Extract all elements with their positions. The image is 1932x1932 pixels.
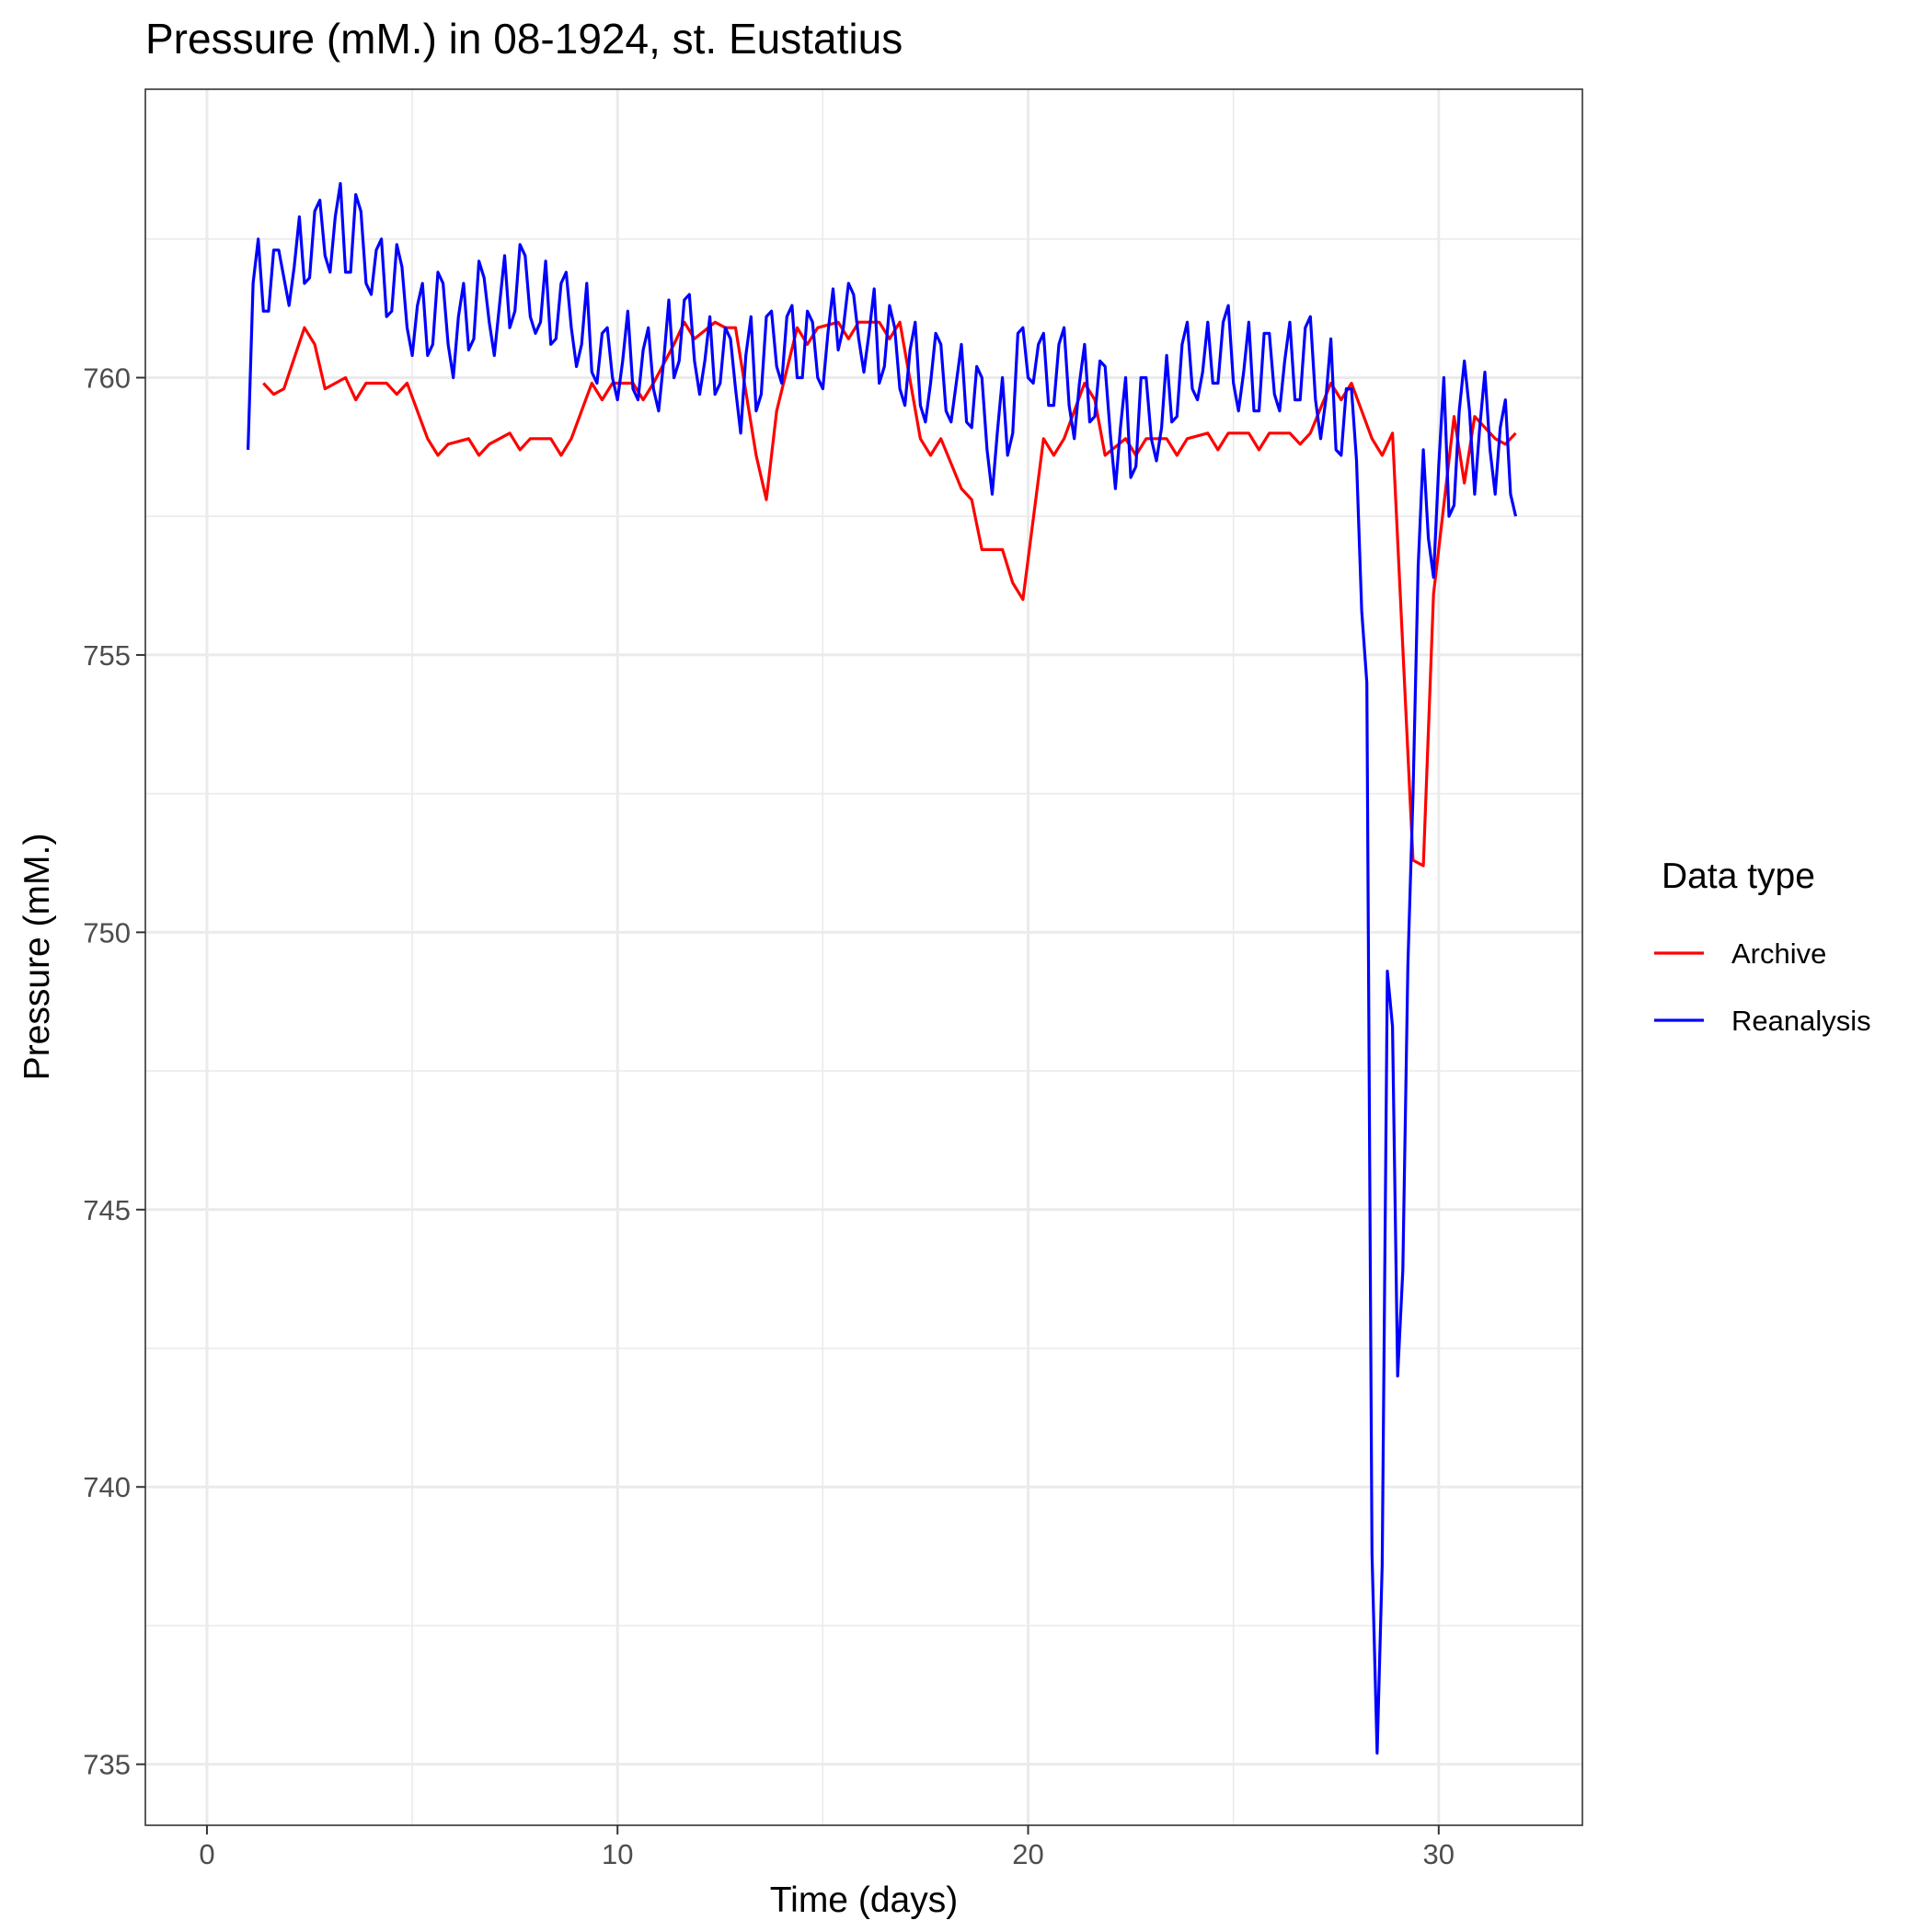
y-axis-title: Pressure (mM.)	[17, 834, 57, 1081]
y-tick-label: 760	[83, 362, 131, 394]
reanalysis-series-line	[247, 181, 1518, 1755]
x-tick-label: 20	[1012, 1838, 1043, 1870]
legend-title: Data type	[1662, 857, 1815, 896]
plot-panel-background	[145, 89, 1582, 1825]
archive-legend-label: Archive	[1731, 937, 1826, 970]
plot-panel-border	[144, 88, 1583, 1826]
legend: Data type Archive Reanalysis	[1654, 857, 1871, 1037]
legend-items: Archive Reanalysis	[1654, 937, 1871, 1037]
y-tick-label: 735	[83, 1749, 131, 1781]
series-layer	[247, 181, 1518, 1755]
chart-title: Pressure (mM.) in 08-1924, st. Eustatius	[145, 15, 903, 63]
x-axis-title: Time (days)	[770, 1880, 958, 1920]
reanalysis-legend-label: Reanalysis	[1731, 1005, 1871, 1037]
y-tick-label: 750	[83, 916, 131, 949]
x-tick-label: 0	[199, 1838, 214, 1870]
y-tick-label: 745	[83, 1194, 131, 1226]
x-tick-label: 10	[602, 1838, 633, 1870]
y-tick-label: 740	[83, 1471, 131, 1503]
x-tick-label: 30	[1423, 1838, 1455, 1870]
archive-series-line	[262, 320, 1517, 868]
axes: 0 10 20 30 735 740 745 750 755 760	[83, 362, 1455, 1870]
y-tick-label: 755	[83, 639, 131, 672]
